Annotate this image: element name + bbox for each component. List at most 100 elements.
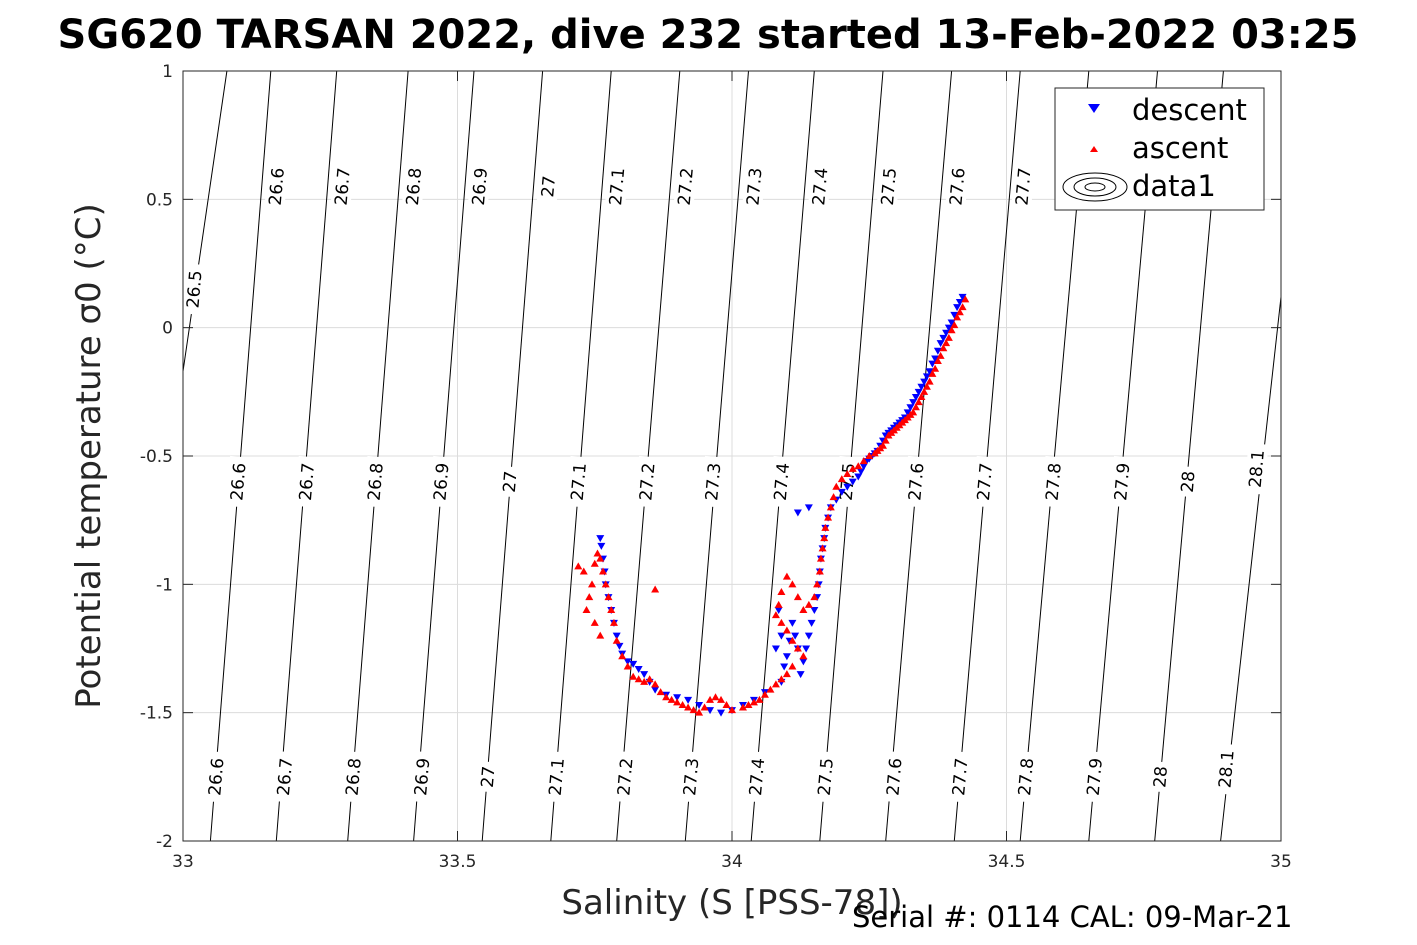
ascent-point-83 bbox=[678, 700, 687, 708]
ascent-point-48 bbox=[815, 567, 824, 575]
contour-label-1: 26.6 bbox=[264, 160, 289, 213]
ascent-point-16 bbox=[917, 392, 926, 400]
contour-label-41: 27.8 bbox=[1013, 751, 1038, 803]
ascent-point-36 bbox=[854, 462, 863, 470]
y-tick-label-4: 0 bbox=[162, 319, 173, 339]
descent-point-63 bbox=[780, 663, 789, 671]
contour-label-text: 28.1 bbox=[1215, 749, 1238, 788]
ascent-point-65 bbox=[782, 670, 791, 678]
contour-line-26.9 bbox=[413, 70, 475, 842]
contour-label-38: 27.5 bbox=[813, 751, 838, 803]
contour-label-8: 27.3 bbox=[741, 160, 767, 213]
contour-label-text: 26.6 bbox=[266, 167, 289, 206]
descent-point-6 bbox=[942, 329, 951, 337]
ascent-point-7 bbox=[942, 339, 951, 347]
descent-point-87 bbox=[615, 642, 624, 650]
contour-label-20: 27.3 bbox=[700, 455, 725, 508]
contour-label-text: 27.3 bbox=[680, 757, 703, 796]
contour-label-7: 27.2 bbox=[673, 160, 698, 213]
contour-label-text: 27.7 bbox=[949, 757, 972, 796]
ascent-point-1 bbox=[958, 303, 967, 311]
contour-label-bg bbox=[1010, 160, 1036, 213]
ascent-point-93 bbox=[623, 662, 632, 670]
contour-label-text: 26.8 bbox=[403, 167, 426, 206]
contour-line-27.2 bbox=[616, 70, 681, 842]
ascent-point-98 bbox=[604, 593, 613, 601]
contour-label-text: 27.2 bbox=[614, 757, 637, 796]
contour-line-27.1 bbox=[550, 70, 612, 842]
contour-label-text: 27.9 bbox=[1084, 757, 1107, 796]
ascent-point-3 bbox=[953, 313, 962, 321]
ascent-point-56 bbox=[777, 588, 786, 596]
legend-box bbox=[1054, 87, 1265, 211]
contour-label-bg bbox=[1244, 443, 1269, 495]
contour-label-35: 27.2 bbox=[612, 751, 638, 803]
ascent-point-37 bbox=[848, 464, 857, 472]
contour-label-bg bbox=[363, 455, 388, 508]
descent-point-52 bbox=[810, 607, 819, 614]
data-series bbox=[574, 293, 970, 717]
ascent-point-78 bbox=[706, 695, 715, 703]
contour-label-bg bbox=[330, 160, 355, 213]
ascent-point-15 bbox=[920, 387, 929, 395]
descent-point-2 bbox=[953, 304, 962, 312]
contour-label-bg bbox=[272, 751, 297, 803]
contour-label-44: 28.1 bbox=[1213, 743, 1239, 795]
contour-label-bg bbox=[700, 455, 725, 508]
contour-label-bg bbox=[744, 751, 769, 803]
contour-label-text: 27.4 bbox=[746, 757, 769, 796]
x-axis-label: Salinity (S [PSS-78]) bbox=[561, 883, 902, 923]
descent-point-75 bbox=[706, 707, 715, 715]
contour-label-bg bbox=[498, 465, 521, 498]
contour-label-text: 27.5 bbox=[878, 167, 901, 206]
descent-point-95 bbox=[597, 542, 606, 550]
ascent-point-99 bbox=[601, 580, 610, 588]
ascent-point-104 bbox=[588, 580, 597, 588]
y-tick-label-0: -2 bbox=[156, 832, 173, 852]
ascent-point-88 bbox=[651, 680, 660, 688]
ascent-point-47 bbox=[816, 554, 825, 562]
ascent-point-66 bbox=[777, 675, 786, 683]
contour-label-text: 26.6 bbox=[205, 757, 228, 796]
ascent-point-4 bbox=[950, 321, 959, 329]
contour-label-bg bbox=[807, 160, 832, 213]
contour-label-34: 27.1 bbox=[544, 751, 569, 803]
descent-point-80 bbox=[651, 686, 660, 694]
ascent-point-85 bbox=[667, 695, 676, 703]
ascent-point-81 bbox=[689, 706, 698, 714]
y-tick-label-6: 1 bbox=[162, 62, 173, 82]
y-tick-label-3: -0.5 bbox=[140, 447, 173, 467]
ascent-point-9 bbox=[936, 351, 945, 359]
contour-label-text: 26.7 bbox=[332, 167, 355, 206]
ascent-point-29 bbox=[881, 436, 890, 444]
contour-label-text: 27.3 bbox=[702, 462, 725, 501]
ascent-point-35 bbox=[859, 457, 868, 465]
ascent-point-55 bbox=[782, 572, 791, 580]
contour-label-bg bbox=[225, 455, 251, 508]
descent-point-5 bbox=[944, 324, 953, 332]
contour-label-40: 27.7 bbox=[947, 751, 972, 803]
x-tick-label-1: 33.5 bbox=[439, 852, 477, 872]
contour-label-bg bbox=[634, 455, 660, 508]
contour-label-text: 27.1 bbox=[606, 167, 629, 206]
contour-label-4: 26.9 bbox=[467, 160, 492, 213]
contour-label-text: 27.7 bbox=[974, 462, 997, 501]
contour-label-32: 26.9 bbox=[409, 751, 434, 803]
descent-point-16 bbox=[914, 388, 923, 396]
ascent-point-28 bbox=[884, 431, 893, 439]
descent-point-77 bbox=[684, 696, 693, 704]
y-tick-label-2: -1 bbox=[156, 575, 173, 595]
ascent-point-50 bbox=[810, 593, 819, 601]
descent-point-39 bbox=[848, 478, 857, 486]
legend-ascent-marker bbox=[1090, 146, 1098, 152]
ascent-point-53 bbox=[793, 593, 802, 601]
ascent-point-73 bbox=[738, 703, 747, 711]
descent-point-57 bbox=[796, 671, 805, 679]
descent-point-19 bbox=[906, 404, 915, 412]
ascent-point-107 bbox=[579, 567, 588, 575]
contour-label-33: 27 bbox=[476, 760, 500, 793]
ascent-point-38 bbox=[843, 469, 852, 477]
descent-point-59 bbox=[791, 632, 800, 640]
ascent-point-52 bbox=[799, 606, 808, 613]
contour-label-text: 26.5 bbox=[183, 270, 206, 309]
